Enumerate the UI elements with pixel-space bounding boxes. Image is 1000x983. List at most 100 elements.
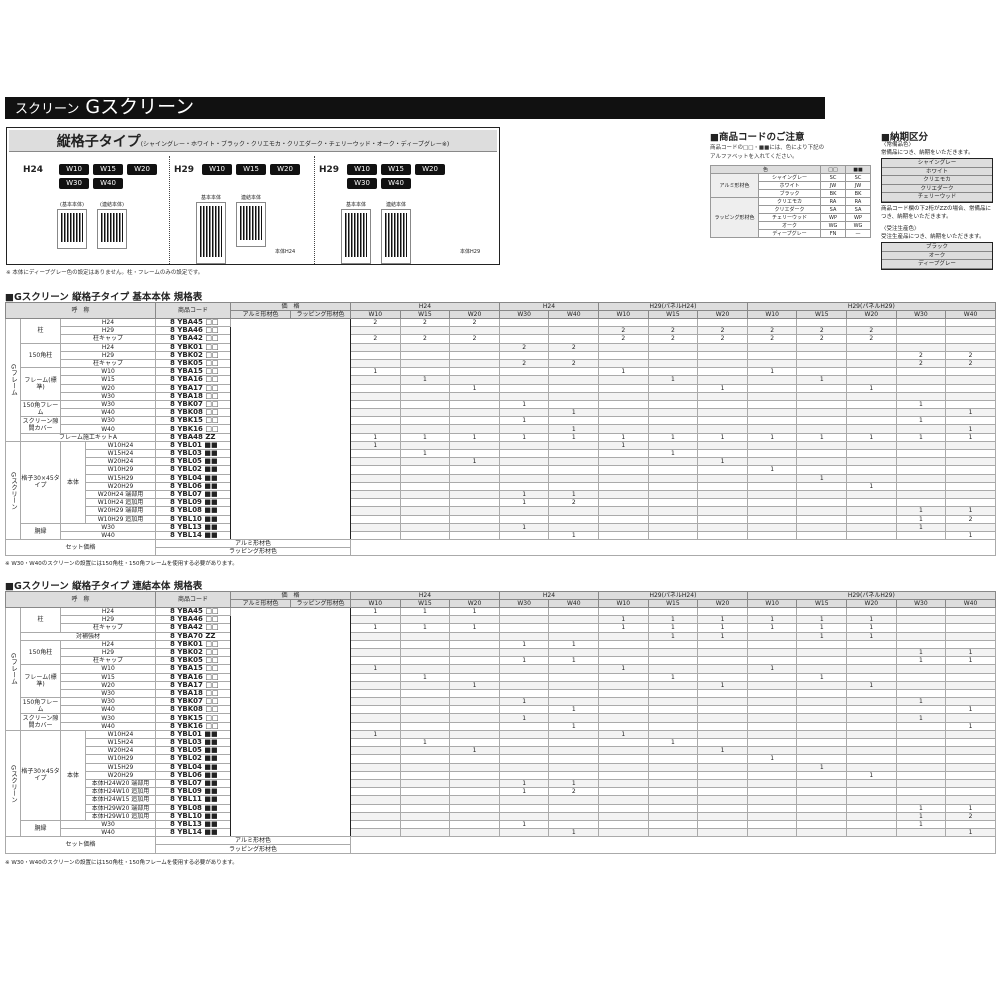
quantity-cell — [697, 606, 748, 617]
quantity-cell — [746, 530, 798, 541]
quantity-cell: 1 — [598, 367, 649, 377]
spec-label: W20 — [59, 680, 157, 690]
product-code: 8 YBA17 □□ — [155, 383, 232, 393]
set-price-values — [350, 539, 996, 557]
quantity-cell: 1 — [399, 448, 451, 459]
code-number: 8 YBA48 — [170, 433, 203, 441]
set-price-row: セット価格 アルミ形材色 — [4, 539, 996, 557]
quantity-cell: 1 — [449, 432, 500, 442]
quantity-cell — [598, 416, 649, 426]
table-row: W15H29 8 YBL04 ■■ 1 — [6, 473, 996, 483]
quantity-cell — [647, 383, 699, 393]
set-price-row: ラッピング形材色 — [6, 844, 996, 854]
quantity-cell: 1 — [796, 631, 848, 641]
price-sub-header: アルミ形材色 — [230, 310, 292, 319]
quantity-cell — [350, 530, 401, 541]
quantity-cell — [697, 514, 748, 524]
spec-label: 柱キャップ — [59, 334, 157, 344]
quantity-cell: 1 — [746, 432, 798, 442]
quantity-cell — [598, 819, 649, 830]
code-number: 8 YBL02 — [170, 754, 202, 763]
quantity-cell — [647, 697, 699, 707]
quantity-cell: 1 — [598, 432, 649, 442]
quantity-cell — [498, 383, 550, 393]
quantity-cell — [697, 778, 748, 789]
table2-footnote: ※ W30・W40のスクリーンの設置には150角柱・150角フレームを使用する必… — [5, 860, 238, 866]
quantity-cell — [449, 522, 500, 532]
quantity-cell — [945, 746, 996, 756]
quantity-cell — [647, 358, 699, 369]
product-code: 8 YBL08 ■■ — [155, 506, 232, 516]
std-color: チェリーウッド — [882, 193, 992, 202]
color-code-row: ブラック BK BK — [711, 189, 872, 198]
quantity-cell: 1 — [746, 754, 798, 764]
quantity-cell: 1 — [796, 473, 848, 483]
quantity-cell — [647, 606, 699, 617]
quantity-cell — [498, 664, 550, 674]
color-suffix: □□ — [205, 640, 219, 648]
quantity-cell — [350, 705, 401, 715]
quantity-cell — [895, 448, 947, 459]
quantity-cell: 1 — [399, 623, 451, 633]
quantity-cell — [895, 688, 947, 699]
quantity-cell — [350, 481, 401, 491]
quantity-cell — [796, 787, 848, 797]
quantity-cell: 2 — [945, 811, 996, 821]
quantity-cell — [449, 688, 500, 699]
quantity-cell: 2 — [846, 326, 897, 336]
quantity-cell: 1 — [945, 803, 996, 813]
quantity-cell: 1 — [598, 664, 649, 674]
quantity-cell — [498, 688, 550, 699]
quantity-cell — [746, 647, 798, 658]
quantity-cell — [399, 762, 451, 772]
quantity-cell — [697, 440, 748, 451]
quantity-cell: 2 — [895, 350, 947, 360]
quantity-cell: 1 — [846, 631, 897, 641]
code-number: 8 YBL08 — [170, 506, 202, 515]
column-group-header: H29(パネルH29) — [746, 591, 996, 600]
quantity-cell — [449, 530, 500, 541]
quantity-cell — [647, 795, 699, 805]
quantity-cell: 2 — [449, 334, 500, 344]
quantity-cell — [796, 465, 848, 475]
quantity-cell — [498, 631, 550, 641]
quantity-cell — [846, 713, 897, 723]
quantity-cell — [945, 367, 996, 377]
quantity-cell — [399, 828, 451, 838]
type-box: 縦格子タイプ(シャイングレー・ホワイト・ブラック・クリエモカ・クリエダーク・チェ… — [6, 127, 500, 265]
set-price-sub: ラッピング形材色 — [155, 547, 352, 557]
quantity-cell — [796, 358, 848, 369]
code-number: 8 YBK02 — [170, 648, 203, 657]
quantity-cell: 2 — [647, 334, 699, 344]
table-row: Gフレーム柱 H24 8 YBA45 □□ 2 2 2 — [5, 317, 996, 541]
quantity-cell — [846, 465, 897, 475]
quantity-cell: 1 — [548, 828, 600, 838]
table-row: W15 8 YBA16 □□ 1 1 1 — [6, 672, 996, 682]
color-suffix: ■■ — [204, 828, 218, 837]
color-code: BK — [845, 189, 872, 198]
quantity-cell — [796, 489, 848, 500]
quantity-cell — [350, 811, 401, 821]
quantity-cell: 1 — [945, 647, 996, 658]
quantity-cell: 1 — [746, 465, 798, 475]
quantity-cell — [598, 811, 649, 821]
product-code: 8 YBL06 ■■ — [155, 770, 232, 780]
product-code: 8 YBA15 □□ — [155, 664, 232, 674]
quantity-cell — [548, 623, 600, 633]
quantity-cell: 1 — [796, 762, 848, 772]
table-row: 柱キャップ 8 YBA42 □□ 1 1 1 1 1 1 1 1 1 — [6, 623, 996, 633]
quantity-cell — [498, 514, 550, 524]
spec-label: W40 — [59, 530, 157, 541]
quantity-cell — [846, 762, 897, 772]
column-header: W20 — [449, 310, 500, 319]
quantity-cell — [796, 778, 848, 789]
quantity-cell — [350, 737, 401, 748]
quantity-cell — [895, 489, 947, 500]
quantity-cell — [449, 664, 500, 674]
quantity-cell — [399, 457, 451, 467]
quantity-cell — [548, 803, 600, 813]
product-code: 8 YBK08 □□ — [155, 705, 232, 715]
quantity-cell — [350, 746, 401, 756]
quantity-cell — [945, 623, 996, 633]
item-label: 対補強材 — [19, 631, 157, 641]
